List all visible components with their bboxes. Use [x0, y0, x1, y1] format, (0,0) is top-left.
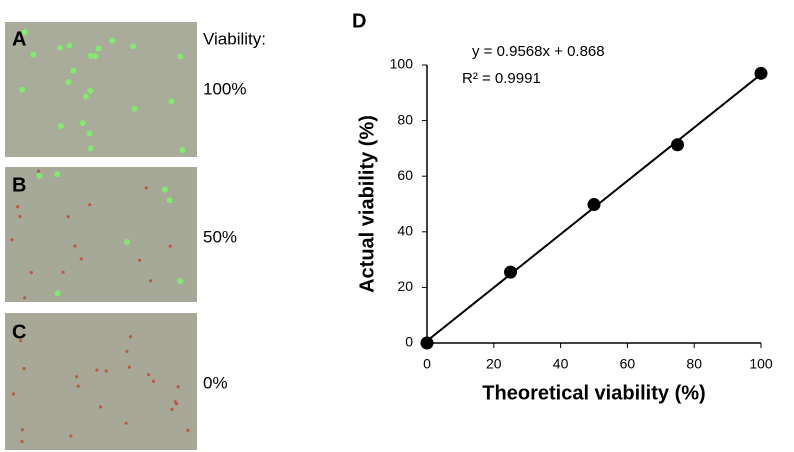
- r-squared: R² = 0.9991: [462, 70, 541, 87]
- cell: [19, 339, 23, 343]
- cell: [176, 385, 180, 389]
- cell: [21, 29, 28, 36]
- cell: [87, 145, 94, 152]
- micrograph-b: [5, 167, 197, 302]
- cell: [22, 367, 26, 371]
- panel-label: C: [12, 321, 26, 343]
- chart-title: D: [352, 10, 366, 32]
- cell: [125, 349, 129, 353]
- y-tick-label: 40: [397, 223, 413, 239]
- cell: [109, 37, 116, 44]
- micrograph-a: [5, 22, 197, 157]
- cell: [127, 365, 131, 369]
- cell: [75, 375, 79, 379]
- micrographs: [5, 22, 197, 450]
- cell: [36, 172, 43, 179]
- cell: [57, 123, 64, 130]
- viability-heading: Viability:: [203, 29, 266, 48]
- panel-label: A: [12, 28, 26, 50]
- y-tick-label: 20: [397, 278, 413, 294]
- y-axis-label: Actual viability (%): [356, 115, 378, 293]
- cell: [65, 79, 72, 86]
- cell: [54, 290, 61, 297]
- cell: [66, 42, 73, 49]
- cell: [95, 368, 99, 372]
- cell: [170, 407, 174, 411]
- cell: [129, 43, 136, 50]
- cell: [19, 86, 26, 93]
- x-tick-label: 20: [486, 356, 502, 372]
- cell: [124, 238, 131, 245]
- y-tick-label: 80: [397, 111, 413, 127]
- cell: [61, 270, 65, 274]
- cell: [137, 258, 142, 262]
- equation: y = 0.9568x + 0.868: [472, 43, 605, 60]
- point: [671, 138, 684, 152]
- x-tick-label: 100: [749, 356, 773, 372]
- cell: [11, 392, 16, 396]
- micrograph-c: [5, 313, 197, 450]
- cell: [148, 279, 153, 283]
- cell: [16, 205, 20, 209]
- cell: [30, 51, 37, 58]
- point: [504, 265, 517, 279]
- cell: [20, 439, 24, 444]
- y-tick-label: 100: [390, 56, 414, 72]
- cell: [104, 369, 108, 373]
- cell: [144, 186, 148, 190]
- cell: [151, 379, 156, 383]
- viability-label: 0%: [203, 373, 228, 392]
- x-tick-label: 60: [620, 356, 636, 372]
- cell: [166, 197, 173, 204]
- viability-label: 100%: [203, 79, 246, 98]
- cell: [186, 428, 190, 433]
- x-axis-label: Theoretical viability (%): [482, 382, 705, 404]
- cell: [128, 335, 133, 339]
- cell: [69, 434, 73, 438]
- cell: [20, 428, 24, 432]
- cell: [174, 402, 179, 406]
- x-tick-label: 0: [423, 356, 431, 372]
- viability-label: 50%: [203, 227, 237, 246]
- cell: [88, 203, 92, 207]
- y-tick-label: 60: [397, 167, 413, 183]
- point: [754, 66, 768, 80]
- cell: [168, 244, 172, 248]
- x-tick-label: 80: [686, 356, 702, 372]
- cell: [95, 45, 102, 52]
- cell: [54, 171, 61, 178]
- cell: [79, 257, 83, 261]
- cell: [29, 270, 33, 275]
- cell: [87, 52, 94, 59]
- cell: [161, 186, 168, 193]
- cell: [168, 98, 175, 105]
- cell: [37, 169, 41, 173]
- cell: [87, 87, 94, 94]
- cell: [18, 214, 22, 219]
- cell: [79, 120, 86, 127]
- cell: [131, 105, 138, 112]
- cell: [73, 244, 77, 248]
- y-tick-label: 0: [405, 334, 413, 350]
- cell: [23, 296, 27, 300]
- x-tick-label: 40: [553, 356, 569, 372]
- panel-label: B: [12, 174, 26, 196]
- cell: [177, 278, 184, 285]
- cell: [92, 53, 99, 60]
- cell: [66, 215, 70, 219]
- cell: [177, 53, 184, 60]
- cell: [82, 93, 89, 100]
- cell: [10, 238, 14, 242]
- point: [420, 336, 434, 350]
- cell: [57, 44, 64, 51]
- cell: [70, 67, 77, 74]
- cell: [147, 373, 151, 377]
- cell: [98, 405, 103, 409]
- cell: [124, 421, 128, 425]
- cell: [179, 147, 186, 154]
- point: [587, 198, 601, 212]
- cell: [76, 384, 80, 388]
- cell: [86, 130, 93, 137]
